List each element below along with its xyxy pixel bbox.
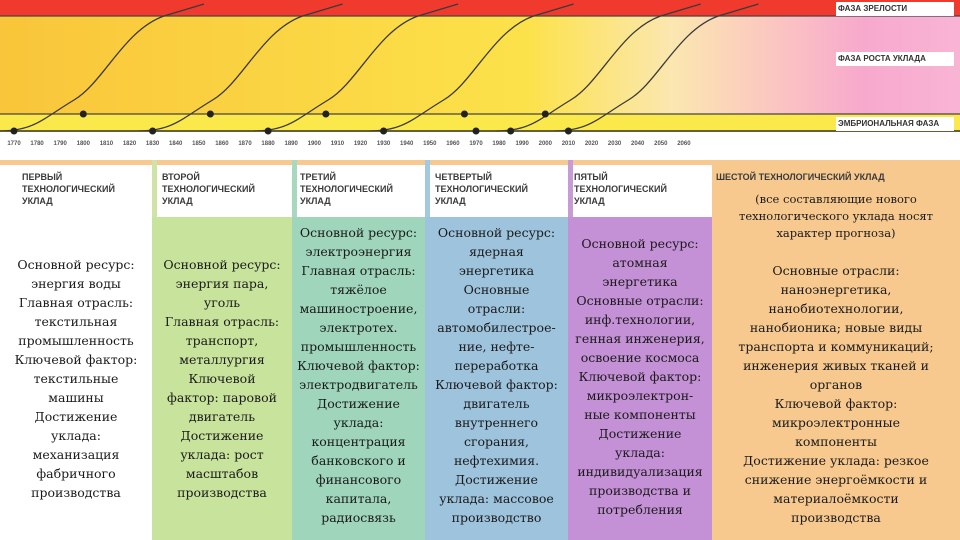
stage-6-note: (все составляющие нового технологическог… bbox=[738, 192, 934, 240]
year-tick: 1880 bbox=[261, 141, 275, 147]
stage-curve bbox=[254, 3, 459, 132]
stage-curve bbox=[138, 3, 343, 132]
year-tick: 2000 bbox=[538, 141, 552, 147]
year-tick: 1850 bbox=[192, 141, 206, 147]
stage-2-text: Основной ресурс: энергия пара, уголь Гла… bbox=[163, 257, 281, 500]
axis-dot bbox=[564, 127, 572, 135]
year-tick: 1920 bbox=[353, 141, 368, 147]
year-tick: 2010 bbox=[561, 141, 576, 147]
year-tick: 1950 bbox=[423, 141, 437, 147]
stage-6-title: Шестой технологический уклад bbox=[716, 172, 885, 182]
stage-4-title: Четвертый технологический уклад bbox=[435, 172, 528, 206]
stage-2-column: Основной ресурс: энергия пара, уголь Гла… bbox=[152, 217, 292, 540]
year-tick: 2040 bbox=[631, 141, 645, 147]
year-tick: 1940 bbox=[400, 141, 414, 147]
year-tick: 1890 bbox=[284, 141, 298, 147]
embryonic-band bbox=[0, 114, 960, 132]
year-tick: 1870 bbox=[238, 141, 252, 147]
growth-dot bbox=[541, 110, 549, 118]
growth-dot bbox=[79, 110, 87, 118]
phase-label-embryonic: Эмбриональная фаза bbox=[836, 117, 954, 131]
year-tick: 2060 bbox=[677, 141, 691, 147]
stage-curve bbox=[554, 3, 759, 132]
stage-3-header: Третий технологический уклад bbox=[292, 165, 425, 217]
stage-5-column: Основной ресурс: атомная энергетика Осно… bbox=[568, 217, 712, 540]
year-tick: 1960 bbox=[446, 141, 460, 147]
year-tick: 2030 bbox=[607, 141, 622, 147]
stage-1-column: Основной ресурс: энергия воды Главная от… bbox=[0, 217, 152, 540]
growth-dot bbox=[322, 110, 330, 118]
stage-5-header: Пятый технологический уклад bbox=[568, 165, 712, 217]
stage-1-title: Первый технологический уклад bbox=[22, 172, 115, 206]
axis-dot bbox=[10, 127, 18, 135]
stage-1-text: Основной ресурс: энергия воды Главная от… bbox=[14, 257, 138, 500]
year-tick: 1800 bbox=[76, 141, 90, 147]
year-tick: 1770 bbox=[7, 141, 21, 147]
year-tick: 2020 bbox=[584, 141, 599, 147]
stage-curve bbox=[369, 3, 574, 132]
axis-dot bbox=[264, 127, 272, 135]
stage-4-column: Основной ресурс: ядерная энергетика Осно… bbox=[425, 217, 568, 540]
year-tick: 1970 bbox=[469, 141, 483, 147]
year-tick: 1990 bbox=[515, 141, 529, 147]
axis-dot bbox=[472, 127, 480, 135]
stage-3-column: Основной ресурс: электроэнергия Главная … bbox=[292, 217, 425, 540]
stage-3-title: Третий технологический уклад bbox=[300, 172, 393, 206]
year-tick: 1910 bbox=[330, 141, 345, 147]
year-tick: 1780 bbox=[30, 141, 44, 147]
year-tick: 1860 bbox=[215, 141, 229, 147]
axis-dot bbox=[149, 127, 157, 135]
stage-1-header: Первый технологический уклад bbox=[0, 165, 152, 217]
phase-chart bbox=[0, 0, 960, 160]
stage-curve bbox=[0, 3, 205, 132]
axis-band bbox=[0, 132, 960, 160]
growth-dot bbox=[206, 110, 214, 118]
maturity-band bbox=[0, 0, 960, 16]
stage-6-column: (все составляющие нового технологическог… bbox=[712, 191, 960, 540]
stage-4-header: Четвертый технологический уклад bbox=[425, 165, 568, 217]
stage-6-text: Основные отрасли: наноэнергетика, наноби… bbox=[738, 263, 934, 525]
axis-dot bbox=[380, 127, 388, 135]
year-tick: 1980 bbox=[492, 141, 506, 147]
phase-label-growth: Фаза роста уклада bbox=[836, 52, 954, 66]
growth-dot bbox=[460, 110, 468, 118]
year-tick: 1820 bbox=[122, 141, 137, 147]
stage-curve bbox=[496, 3, 701, 132]
stage-4-text: Основной ресурс: ядерная энергетика Осно… bbox=[435, 225, 558, 525]
stage-3-text: Основной ресурс: электроэнергия Главная … bbox=[297, 225, 420, 525]
year-tick: 1830 bbox=[145, 141, 160, 147]
year-tick: 1900 bbox=[307, 141, 321, 147]
axis-dot bbox=[507, 127, 515, 135]
year-tick: 1930 bbox=[376, 141, 391, 147]
year-tick: 1840 bbox=[169, 141, 183, 147]
stage-2-header: Второй технологический уклад bbox=[152, 165, 292, 217]
stage-5-title: Пятый технологический уклад bbox=[574, 172, 667, 206]
growth-band bbox=[0, 16, 960, 114]
stage-5-text: Основной ресурс: атомная энергетика Осно… bbox=[575, 236, 705, 517]
stage-2-title: Второй технологический уклад bbox=[162, 172, 255, 206]
year-tick: 1790 bbox=[53, 141, 67, 147]
phase-label-maturity: Фаза зрелости bbox=[836, 2, 954, 16]
year-tick: 2050 bbox=[654, 141, 668, 147]
year-tick: 1810 bbox=[99, 141, 114, 147]
